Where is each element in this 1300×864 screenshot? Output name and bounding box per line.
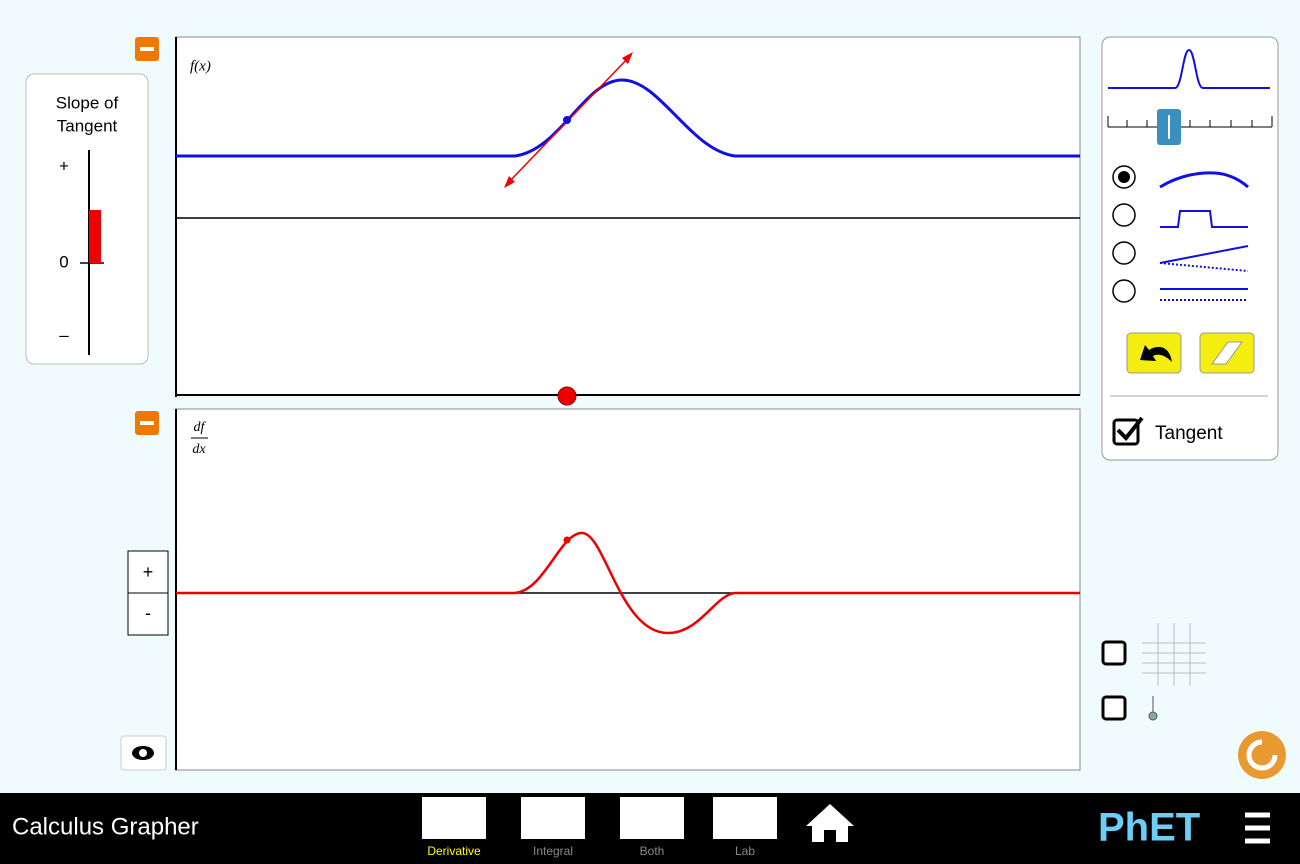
zoom-out-button[interactable] <box>127 592 169 636</box>
tab-label[interactable]: Derivative <box>427 844 481 858</box>
meter-minus: – <box>59 325 69 344</box>
line-icon <box>1159 262 1249 272</box>
meter-bar <box>89 210 101 263</box>
tab-label[interactable]: Lab <box>735 844 755 858</box>
fx-graph <box>175 36 1081 396</box>
radio[interactable] <box>1112 279 1136 303</box>
tab-icon[interactable] <box>422 797 486 839</box>
scrubber[interactable] <box>557 386 577 406</box>
grid-icon <box>1142 623 1206 686</box>
width-preview <box>1108 48 1270 89</box>
radio[interactable] <box>1112 203 1136 227</box>
slope-panel <box>25 73 149 365</box>
fx-curve[interactable] <box>176 78 1080 158</box>
slope-title: Tangent <box>57 116 118 135</box>
undo-icon <box>1140 345 1172 362</box>
grid-checkbox[interactable] <box>1101 640 1127 666</box>
slope-title: Slope of <box>56 93 119 112</box>
tab-label[interactable]: Both <box>640 844 665 858</box>
derivative-point <box>563 536 571 544</box>
dfdx-graph <box>175 408 1081 771</box>
tangent-label: Tangent <box>1155 423 1223 444</box>
eraser-icon <box>1211 341 1243 365</box>
sim-title: Calculus Grapher <box>12 813 199 840</box>
dfdx-curve <box>176 531 1080 635</box>
menu-button[interactable] <box>1245 812 1270 844</box>
radio-dot <box>1118 171 1130 183</box>
minus-icon <box>140 47 154 51</box>
tangent-point <box>563 116 571 124</box>
reset-icon <box>1246 739 1278 771</box>
reset-button[interactable] <box>1238 731 1286 779</box>
radio[interactable] <box>1112 241 1136 265</box>
phet-logo: PhET <box>1098 806 1200 850</box>
home-button[interactable] <box>806 804 854 842</box>
zoom-out-label: - <box>145 603 151 623</box>
tab-icon[interactable] <box>713 797 777 839</box>
tab-label[interactable]: Integral <box>533 844 573 858</box>
step-icon <box>1160 210 1248 228</box>
probe-head <box>1148 711 1158 721</box>
fx-label: f(x) <box>190 58 211 74</box>
eye-pupil <box>139 749 147 757</box>
tangent-checkbox[interactable] <box>1112 418 1140 446</box>
zoom-in-label: + <box>143 562 154 582</box>
check-mark <box>1116 416 1144 441</box>
tab-icon[interactable] <box>620 797 684 839</box>
meter-zero-label: 0 <box>59 252 68 271</box>
minus-icon <box>140 421 154 425</box>
dfdx-den: dx <box>192 442 206 457</box>
tab-icon[interactable] <box>521 797 585 839</box>
curve-icon <box>1159 171 1249 189</box>
meter-plus: + <box>59 156 69 175</box>
dfdx-num: df <box>194 420 207 435</box>
line-icon <box>1159 245 1249 264</box>
probe-checkbox[interactable] <box>1101 695 1127 721</box>
